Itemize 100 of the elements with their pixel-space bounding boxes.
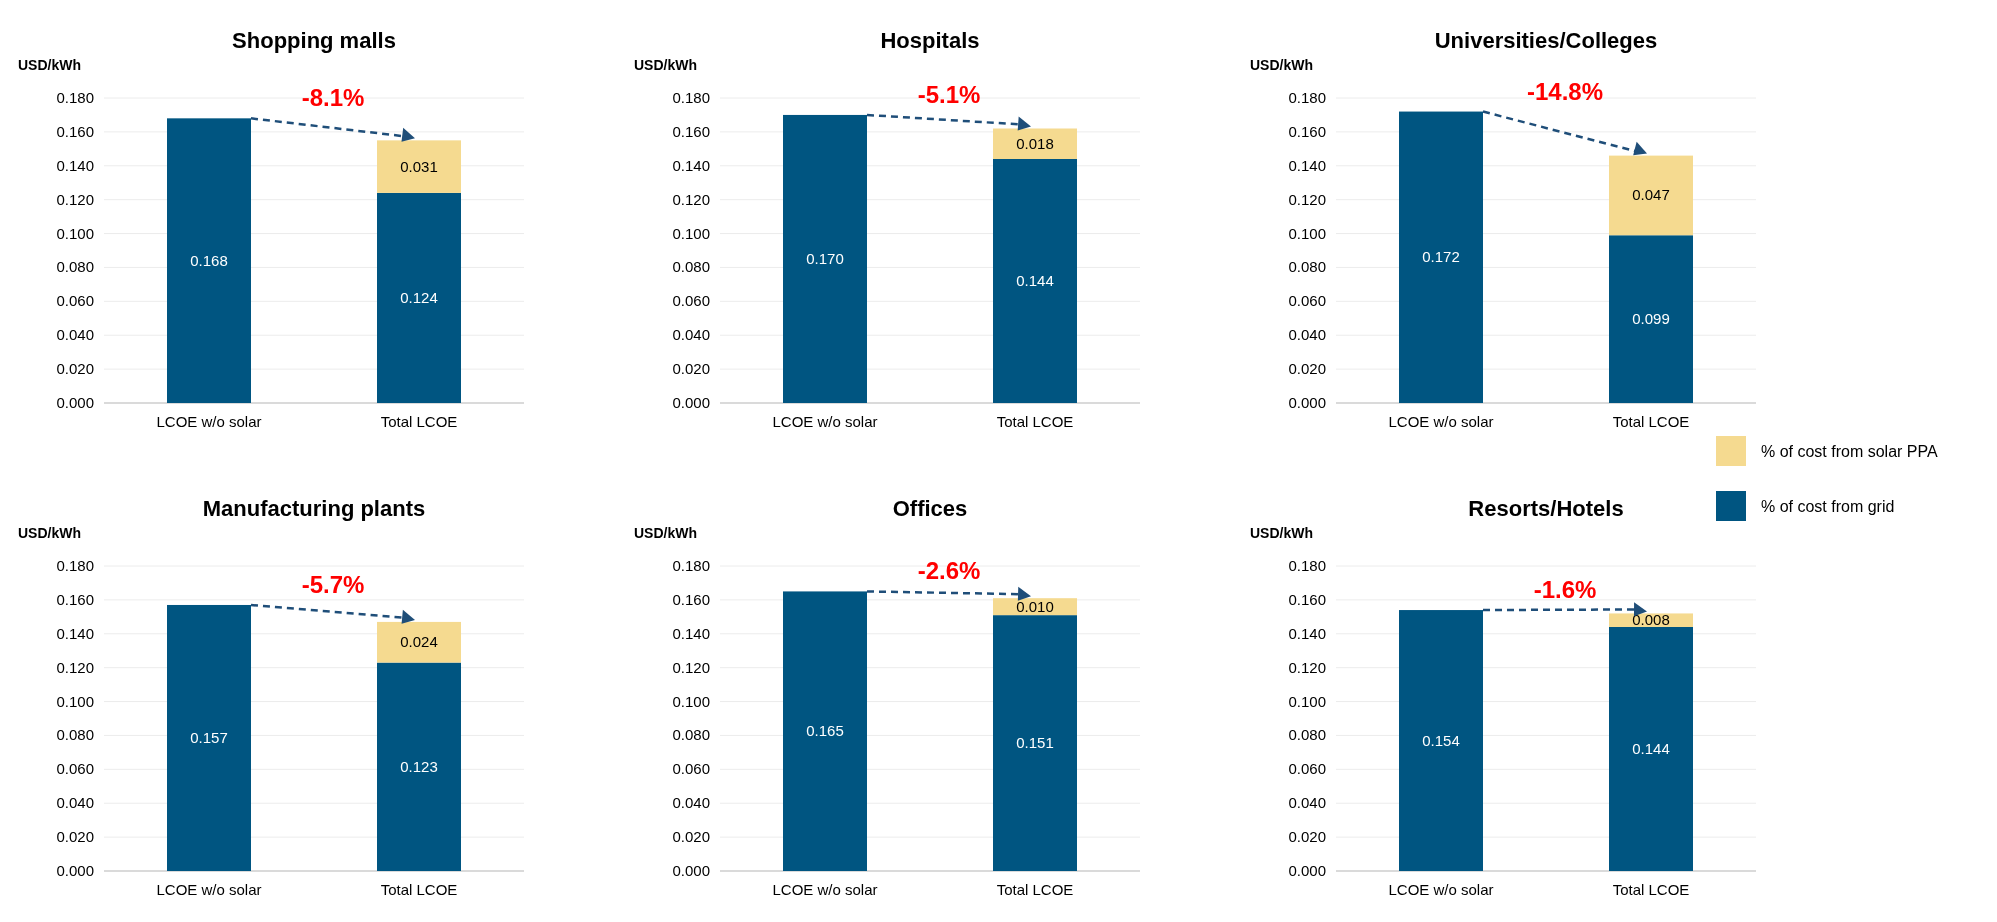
y-tick-label: 0.040 [56,794,94,812]
bar [993,615,1077,871]
x-tick-label: Total LCOE [380,881,458,898]
y-axis-title: USD/kWh [634,525,697,541]
data-label: 0.165 [806,722,844,740]
data-label: 0.144 [1632,740,1670,757]
x-tick-label: LCOE w/o solar [1388,413,1494,430]
y-tick-label: 0.080 [1288,258,1326,276]
bar [1609,155,1693,236]
y-tick-label: 0.120 [1288,190,1326,208]
bar [377,621,461,663]
data-label: 0.099 [1632,310,1670,328]
y-tick-label: 0.160 [672,590,710,608]
y-tick-label: 0.100 [1288,224,1326,242]
data-label: 0.151 [1016,734,1054,752]
x-tick-label: Total LCOE [1612,881,1690,898]
y-tick-label: 0.160 [56,590,94,608]
bar [167,604,251,871]
y-tick-label: 0.040 [672,794,710,812]
chart-title: Hospitals [880,28,980,53]
y-tick-label: 0.100 [56,224,94,242]
y-axis-title: USD/kWh [1250,525,1313,541]
annotation: -8.1% [301,84,365,112]
y-tick-label: 0.020 [56,828,94,846]
y-tick-label: 0.040 [1288,326,1326,344]
y-tick-label: 0.020 [672,360,710,378]
y-tick-label: 0.180 [672,89,710,106]
chart-title: Offices [892,496,968,521]
y-tick-label: 0.120 [56,658,94,676]
chart-title: Manufacturing plants [202,496,426,521]
y-axis-title: USD/kWh [18,525,81,541]
y-axis-title: USD/kWh [18,57,81,73]
bar [993,128,1077,159]
x-tick-label: LCOE w/o solar [772,881,878,898]
y-tick-label: 0.080 [1288,726,1326,744]
y-tick-label: 0.180 [672,557,710,574]
y-tick-label: 0.160 [56,122,94,140]
chart-title: Resorts/Hotels [1468,496,1624,521]
y-tick-label: 0.080 [56,726,94,744]
y-tick-label: 0.100 [672,224,710,242]
bar [783,114,867,403]
data-label: 0.010 [1016,597,1054,615]
y-tick-label: 0.140 [672,624,710,642]
y-tick-label: 0.040 [56,326,94,344]
y-tick-label: 0.160 [1288,590,1326,608]
x-tick-label: Total LCOE [996,413,1074,430]
y-tick-label: 0.000 [672,394,710,411]
y-tick-label: 0.060 [672,760,710,778]
x-tick-label: LCOE w/o solar [156,413,262,430]
data-label: 0.031 [400,157,438,175]
data-label: 0.168 [190,251,228,269]
data-label: 0.157 [190,728,228,746]
y-tick-label: 0.120 [672,658,710,676]
annotation: -5.1% [917,80,981,108]
bar [377,140,461,193]
y-tick-label: 0.180 [1288,557,1326,574]
y-tick-label: 0.100 [1288,692,1326,710]
bar [1609,627,1693,871]
bar [377,192,461,403]
data-label: 0.154 [1422,731,1460,749]
legend-label: % of cost from grid [1761,498,1895,515]
data-label: 0.047 [1632,186,1670,204]
bar [377,662,461,871]
y-tick-label: 0.080 [56,258,94,276]
y-tick-label: 0.180 [56,89,94,106]
bar [1399,610,1483,871]
y-tick-label: 0.000 [1288,394,1326,411]
bar [993,159,1077,403]
y-tick-label: 0.020 [1288,360,1326,378]
y-tick-label: 0.160 [672,122,710,140]
y-tick-label: 0.020 [672,828,710,846]
y-tick-label: 0.020 [1288,828,1326,846]
data-label: 0.124 [400,288,438,306]
bar [1399,111,1483,403]
x-tick-label: Total LCOE [1612,413,1690,430]
y-tick-label: 0.000 [56,394,94,411]
y-tick-label: 0.100 [672,692,710,710]
y-axis-title: USD/kWh [1250,57,1313,73]
data-label: 0.123 [400,757,438,775]
y-tick-label: 0.020 [56,360,94,378]
y-tick-label: 0.180 [1288,89,1326,106]
y-tick-label: 0.080 [672,726,710,744]
x-tick-label: Total LCOE [996,881,1074,898]
x-tick-label: Total LCOE [380,413,458,430]
y-tick-label: 0.040 [1288,794,1326,812]
y-tick-label: 0.060 [56,292,94,310]
y-tick-label: 0.140 [56,624,94,642]
bar [167,118,251,403]
x-tick-label: LCOE w/o solar [772,413,878,430]
annotation: -1.6% [1533,576,1597,604]
data-label: 0.024 [400,633,438,651]
annotation: -5.7% [301,570,365,598]
y-tick-label: 0.140 [1288,624,1326,642]
chart-title: Universities/Colleges [1434,28,1658,53]
x-tick-label: LCOE w/o solar [156,881,262,898]
x-tick-label: LCOE w/o solar [1388,881,1494,898]
data-label: 0.018 [1016,134,1054,152]
y-tick-label: 0.180 [56,557,94,574]
y-axis-title: USD/kWh [634,57,697,73]
y-tick-label: 0.100 [56,692,94,710]
